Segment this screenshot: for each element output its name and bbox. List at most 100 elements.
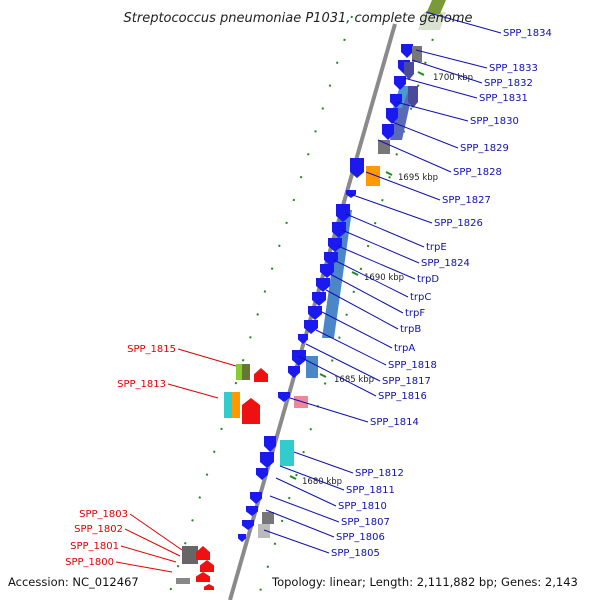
leader-forward-7 — [365, 171, 441, 201]
leader-forward-14 — [325, 289, 399, 330]
gene-arrow-36[interactable] — [262, 512, 274, 524]
gene-label-spp_1827[interactable]: SPP_1827 — [442, 195, 491, 206]
scale-tick-4 — [289, 475, 297, 480]
feature-band-spp1834 — [418, 12, 446, 30]
scale-mark-1: 1695 kbp — [398, 173, 438, 183]
gene-arrow-3[interactable] — [390, 94, 402, 108]
gene-arrow-14[interactable] — [332, 222, 346, 238]
gene-label-spp_1807[interactable]: SPP_1807 — [341, 517, 390, 528]
leader-reverse-2 — [129, 513, 183, 551]
gene-label-spp_1811[interactable]: SPP_1811 — [346, 485, 395, 496]
gene-labels: SPP_1834 SPP_1833 SPP_1832 SPP_1831 SPP_1830… — [65, 28, 552, 568]
gene-arrow-40[interactable] — [254, 368, 268, 382]
gene-arrow-20[interactable] — [308, 306, 322, 320]
gene-label-spp_1831[interactable]: SPP_1831 — [479, 93, 528, 104]
gene-label-trpf[interactable]: trpF — [405, 308, 425, 319]
gene-label-spp_1824[interactable]: SPP_1824 — [421, 258, 470, 269]
leader-reverse-5 — [115, 561, 173, 573]
gene-label-trpa[interactable]: trpA — [394, 343, 415, 354]
gene-label-trpb[interactable]: trpB — [400, 324, 421, 335]
gene-label-spp_1830[interactable]: SPP_1830 — [470, 116, 519, 127]
gene-arrow-30[interactable] — [256, 468, 268, 480]
leader-forward-1 — [415, 49, 488, 69]
gene-arrow-44[interactable] — [182, 546, 198, 564]
gene-arrow-25[interactable] — [306, 356, 318, 378]
gene-arrow-28[interactable] — [264, 436, 276, 452]
gene-label-spp_1801[interactable]: SPP_1801 — [70, 541, 119, 552]
gene-arrow-48[interactable] — [176, 578, 190, 584]
scale-tick-3 — [319, 373, 327, 378]
gene-arrow-35[interactable] — [238, 534, 246, 542]
gene-arrow-26[interactable] — [278, 392, 290, 402]
gene-arrow-2[interactable] — [394, 76, 406, 90]
gene-arrow-31[interactable] — [280, 440, 294, 466]
gene-arrow-47[interactable] — [196, 572, 210, 582]
gene-label-spp_1800[interactable]: SPP_1800 — [65, 557, 114, 568]
gene-arrow-24[interactable] — [288, 366, 300, 378]
gene-label-spp_1815[interactable]: SPP_1815 — [127, 344, 176, 355]
gene-arrow-33[interactable] — [246, 506, 258, 516]
gene-label-trpe[interactable]: trpE — [426, 242, 447, 253]
leader-forward-18 — [297, 355, 377, 397]
leader-forward-15 — [321, 311, 393, 349]
gene-arrow-39[interactable] — [242, 364, 250, 380]
gene-arrow-7[interactable] — [404, 62, 414, 80]
gene-arrow-15[interactable] — [328, 238, 342, 252]
gene-arrow-34[interactable] — [242, 520, 254, 530]
gene-arrow-18[interactable] — [316, 278, 330, 292]
gene-arrow-10[interactable] — [350, 158, 364, 178]
gene-label-spp_1826[interactable]: SPP_1826 — [434, 218, 483, 229]
gene-arrow-43[interactable] — [242, 398, 260, 424]
gene-label-trpc[interactable]: trpC — [410, 292, 431, 303]
gene-arrow-13[interactable] — [336, 204, 350, 222]
gene-label-spp_1806[interactable]: SPP_1806 — [336, 532, 385, 543]
gene-arrow-5[interactable] — [382, 124, 394, 140]
scale-mark-3: 1685 kbp — [334, 375, 374, 385]
gene-arrow-21[interactable] — [304, 320, 318, 334]
gene-label-spp_1817[interactable]: SPP_1817 — [382, 376, 431, 387]
gene-arrow-41[interactable] — [224, 392, 232, 418]
gene-label-spp_1812[interactable]: SPP_1812 — [355, 468, 404, 479]
gene-arrow-49[interactable] — [204, 584, 214, 590]
gene-arrow-22[interactable] — [298, 334, 308, 344]
scale-tick-2 — [351, 271, 359, 276]
gene-label-trpd[interactable]: trpD — [417, 274, 439, 285]
gene-arrow-23[interactable] — [292, 350, 306, 366]
scale-mark-2: 1690 kbp — [364, 273, 404, 283]
gene-arrow-38[interactable] — [236, 364, 242, 380]
gene-label-spp_1829[interactable]: SPP_1829 — [460, 143, 509, 154]
leader-reverse-1 — [167, 383, 219, 399]
scale-tick-0 — [417, 71, 425, 76]
gene-arrow-45[interactable] — [196, 546, 210, 560]
gene-label-spp_1810[interactable]: SPP_1810 — [338, 501, 387, 512]
gene-label-spp_1802[interactable]: SPP_1802 — [74, 524, 123, 535]
gene-arrow-42[interactable] — [232, 392, 240, 418]
gene-label-spp_1832[interactable]: SPP_1832 — [484, 78, 533, 89]
leader-reverse-4 — [120, 545, 177, 563]
gene-label-spp_1803[interactable]: SPP_1803 — [79, 509, 128, 520]
gene-arrow-4[interactable] — [386, 108, 398, 124]
gene-arrow-46[interactable] — [200, 560, 214, 572]
gene-arrow-16[interactable] — [324, 252, 338, 266]
gene-arrow-6[interactable] — [412, 46, 422, 62]
gene-arrow-0[interactable] — [401, 44, 413, 58]
gene-arrow-8[interactable] — [408, 86, 418, 108]
leader-forward-13 — [329, 273, 404, 314]
gene-arrow-37[interactable] — [258, 524, 270, 538]
gene-arrow-19[interactable] — [312, 292, 326, 306]
gene-arrow-27[interactable] — [294, 396, 308, 408]
gene-label-spp_1816[interactable]: SPP_1816 — [378, 391, 427, 402]
gene-arrow-29[interactable] — [260, 452, 274, 468]
gene-label-spp_1814[interactable]: SPP_1814 — [370, 417, 419, 428]
gene-label-spp_1834[interactable]: SPP_1834 — [503, 28, 552, 39]
gene-label-spp_1805[interactable]: SPP_1805 — [331, 548, 380, 559]
gene-label-spp_1818[interactable]: SPP_1818 — [388, 360, 437, 371]
gene-arrow-11[interactable] — [366, 166, 380, 186]
gene-label-spp_1813[interactable]: SPP_1813 — [117, 379, 166, 390]
gene-arrow-32[interactable] — [250, 492, 262, 504]
leader-forward-6 — [377, 139, 452, 173]
gene-features — [176, 44, 422, 590]
gene-label-spp_1833[interactable]: SPP_1833 — [489, 63, 538, 74]
gene-label-spp_1828[interactable]: SPP_1828 — [453, 167, 502, 178]
